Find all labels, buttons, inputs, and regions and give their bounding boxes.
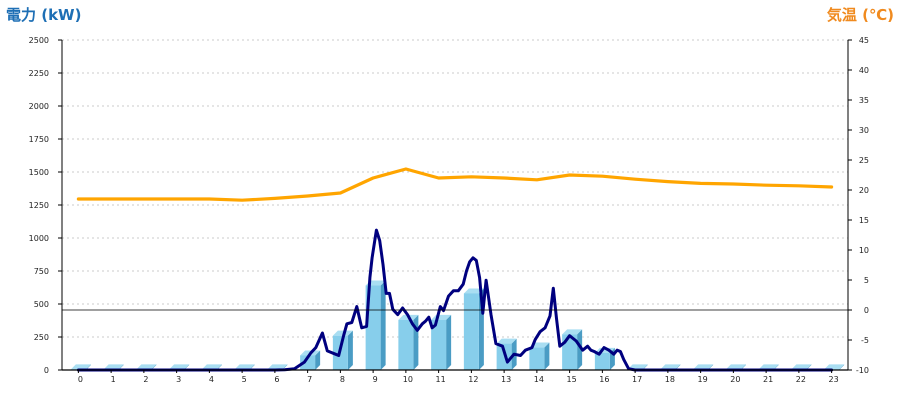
left-tick-label: 1250 [29, 201, 49, 210]
x-tick-label: 14 [534, 375, 544, 384]
right-tick-label: 0 [864, 306, 869, 315]
x-tick-label: 7 [307, 375, 312, 384]
bar-side [380, 280, 386, 370]
bar-top [824, 364, 845, 370]
bar-side [446, 314, 452, 370]
bar-top [70, 364, 91, 370]
right-axis-title: 気温 (℃) [827, 6, 894, 24]
left-tick-label: 2250 [29, 69, 49, 78]
bar-front [431, 319, 447, 370]
bar-side [315, 350, 321, 370]
left-tick-label: 500 [34, 300, 49, 309]
left-tick-label: 2000 [29, 102, 49, 111]
left-tick-label: 750 [34, 267, 49, 276]
x-tick-label: 19 [698, 375, 708, 384]
x-tick-label: 3 [176, 375, 181, 384]
left-tick-label: 1000 [29, 234, 49, 243]
bar-top [234, 364, 255, 370]
left-tick-label: 1500 [29, 168, 49, 177]
bar-top [693, 364, 714, 370]
x-tick-label: 15 [567, 375, 577, 384]
bar [431, 314, 452, 370]
bar-front [529, 347, 545, 370]
right-tick-label: 35 [859, 96, 869, 105]
x-tick-label: 22 [796, 375, 806, 384]
left-tick-label: 1750 [29, 135, 49, 144]
bar-front [398, 319, 414, 370]
bar-front [594, 352, 610, 370]
temperature-line [76, 167, 834, 202]
bar [463, 288, 484, 370]
left-tick-label: 0 [44, 366, 49, 375]
bar-top [136, 364, 157, 370]
right-axis-ticks: -10 -5 0 5 10 15 20 25 30 35 40 45 [848, 36, 869, 375]
gridlines [62, 39, 848, 338]
bar-top [463, 288, 484, 294]
bar-side [577, 329, 583, 370]
x-tick-label: 6 [274, 375, 279, 384]
bar-top [201, 364, 222, 370]
bar-top [169, 364, 190, 370]
x-tick-label: 13 [501, 375, 511, 384]
bar-side [347, 330, 353, 370]
bar-top [791, 364, 812, 370]
x-tick-label: 11 [436, 375, 446, 384]
bar-side [413, 314, 419, 370]
bar-front [562, 334, 578, 370]
x-tick-label: 16 [599, 375, 609, 384]
x-tick-label: 20 [730, 375, 740, 384]
bar-top [725, 364, 746, 370]
x-tick-label: 10 [403, 375, 413, 384]
x-tick-label: 2 [143, 375, 148, 384]
right-tick-label: 30 [859, 126, 869, 135]
right-tick-label: 10 [859, 246, 869, 255]
x-tick-label: 12 [468, 375, 478, 384]
x-tick-label: 5 [242, 375, 247, 384]
x-tick-label: 1 [111, 375, 116, 384]
bar-top [660, 364, 681, 370]
bar-top [758, 364, 779, 370]
right-tick-label: -10 [856, 366, 869, 375]
power-line [76, 228, 834, 372]
axes [61, 40, 849, 371]
x-tick-label: 23 [829, 375, 839, 384]
x-tick-label: 8 [340, 375, 345, 384]
x-tick-label: 17 [632, 375, 642, 384]
left-tick-label: 250 [34, 333, 49, 342]
right-tick-label: 40 [859, 66, 869, 75]
bar [398, 314, 419, 370]
right-tick-label: 45 [859, 36, 869, 45]
bar-top [496, 338, 517, 344]
bar-side [839, 364, 845, 370]
bar-side [544, 342, 550, 370]
right-tick-label: 20 [859, 186, 869, 195]
right-tick-label: 15 [859, 216, 869, 225]
bar-top [103, 364, 124, 370]
left-axis-title: 電力 (kW) [6, 6, 81, 24]
right-tick-label: -5 [861, 336, 869, 345]
line-series [76, 167, 834, 372]
x-tick-label: 9 [373, 375, 378, 384]
left-axis-ticks: 0 250 500 750 1000 1250 1500 1750 2000 2250 2500 [29, 36, 62, 375]
x-tick-label: 0 [78, 375, 83, 384]
bar [365, 280, 386, 370]
x-tick-label: 4 [209, 375, 214, 384]
right-tick-label: 5 [864, 276, 869, 285]
bar-top [562, 329, 583, 335]
bar-series [70, 280, 845, 370]
x-axis-ticks: 0 1 2 3 4 5 6 7 8 9 10 11 12 13 14 15 16 17 18 19 20 21 22 23 [78, 370, 839, 384]
left-tick-label: 2500 [29, 36, 49, 45]
bar-front [463, 293, 479, 370]
x-tick-label: 21 [763, 375, 773, 384]
bar [562, 329, 583, 370]
bar-top [267, 364, 288, 370]
bar-front [300, 355, 316, 370]
right-tick-label: 25 [859, 156, 869, 165]
x-tick-label: 18 [665, 375, 675, 384]
